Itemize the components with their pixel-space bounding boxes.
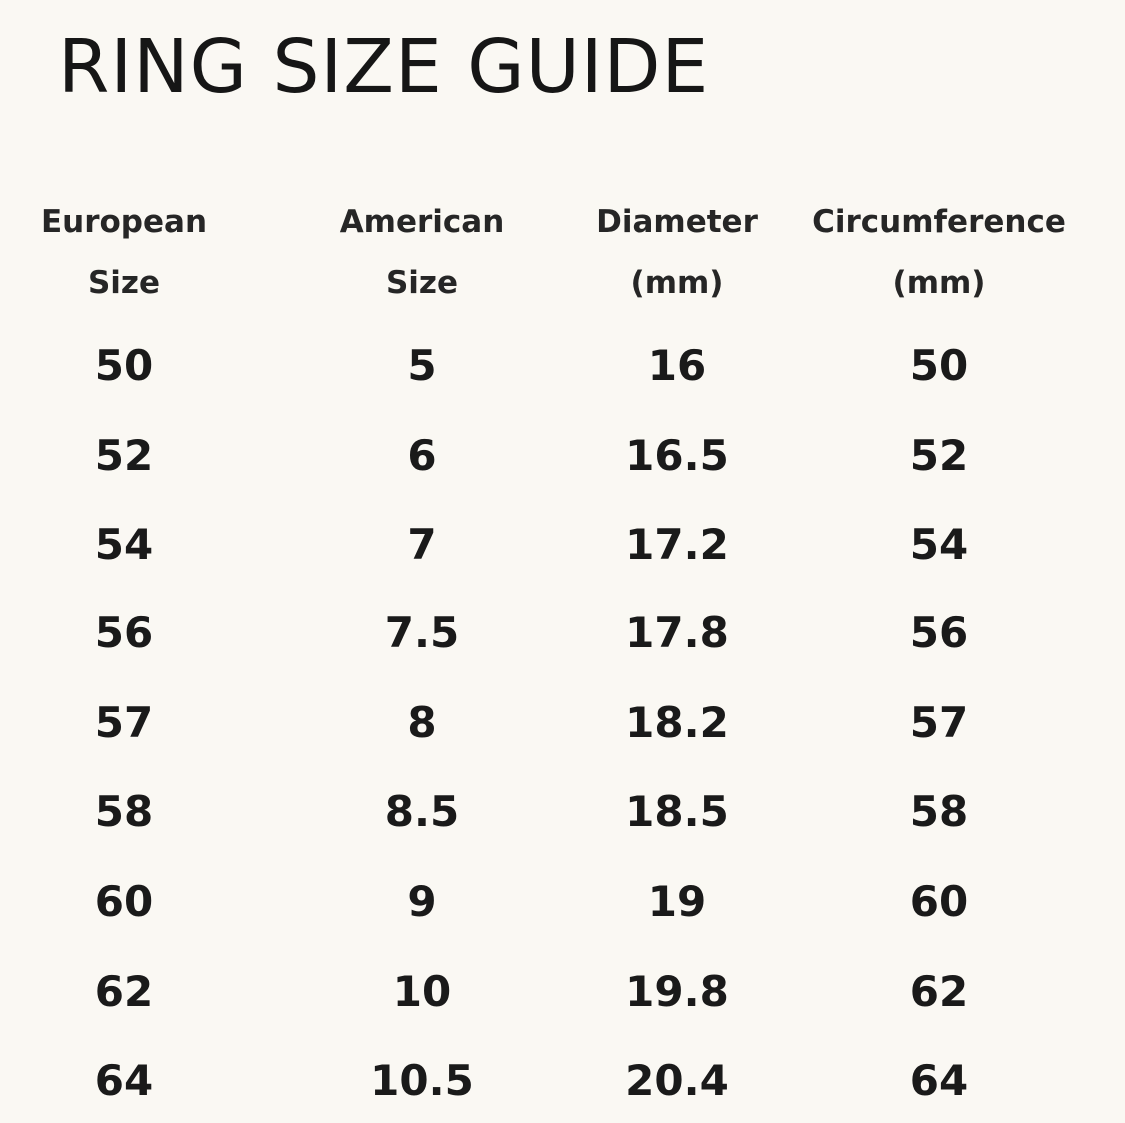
table-cell: 56	[94, 608, 154, 657]
table-cell: 10.5	[370, 1056, 474, 1105]
table-cell: 52	[909, 431, 969, 480]
table-cell: 54	[909, 520, 969, 569]
table-cell: 62	[909, 967, 969, 1016]
column-header: Size	[87, 265, 161, 301]
table-cell: 58	[909, 787, 969, 836]
table-cell: 10	[392, 967, 452, 1016]
table-cell: 57	[94, 698, 154, 747]
table-cell: 18.5	[625, 787, 729, 836]
column-header: European	[40, 204, 208, 240]
table-cell: 19.8	[625, 967, 729, 1016]
table-cell: 19	[647, 877, 707, 926]
table-cell: 18.2	[625, 698, 729, 747]
table-cell: 6	[407, 431, 437, 480]
table-cell: 7	[407, 520, 437, 569]
table-cell: 64	[94, 1056, 154, 1105]
column-header: Circumference	[812, 204, 1066, 240]
table-cell: 16.5	[625, 431, 729, 480]
column-header: (mm)	[892, 265, 986, 301]
table-cell: 17.8	[625, 608, 729, 657]
table-cell: 54	[94, 520, 154, 569]
table-cell: 62	[94, 967, 154, 1016]
table-cell: 56	[909, 608, 969, 657]
page-title: RING SIZE GUIDE	[58, 24, 710, 110]
table-cell: 50	[909, 341, 969, 390]
column-header: Size	[385, 265, 459, 301]
table-cell: 8.5	[384, 787, 460, 836]
column-header: Diameter	[596, 204, 758, 240]
table-cell: 20.4	[625, 1056, 729, 1105]
column-header: American	[339, 204, 505, 240]
table-cell: 60	[94, 877, 154, 926]
column-header: (mm)	[630, 265, 724, 301]
table-cell: 52	[94, 431, 154, 480]
table-cell: 5	[407, 341, 437, 390]
table-cell: 50	[94, 341, 154, 390]
table-cell: 60	[909, 877, 969, 926]
table-cell: 8	[407, 698, 437, 747]
table-cell: 17.2	[625, 520, 729, 569]
table-cell: 7.5	[384, 608, 460, 657]
table-cell: 16	[647, 341, 707, 390]
table-cell: 57	[909, 698, 969, 747]
table-cell: 9	[407, 877, 437, 926]
table-cell: 58	[94, 787, 154, 836]
table-cell: 64	[909, 1056, 969, 1105]
